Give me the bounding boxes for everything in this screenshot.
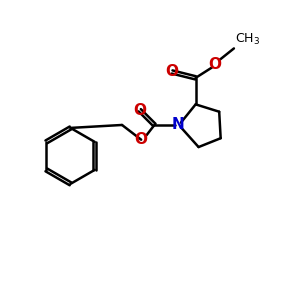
Text: O: O (166, 64, 178, 80)
Text: N: N (172, 118, 184, 133)
Text: CH$_3$: CH$_3$ (236, 32, 260, 47)
Text: O: O (135, 132, 148, 147)
Text: O: O (208, 57, 221, 72)
Text: O: O (133, 103, 146, 118)
